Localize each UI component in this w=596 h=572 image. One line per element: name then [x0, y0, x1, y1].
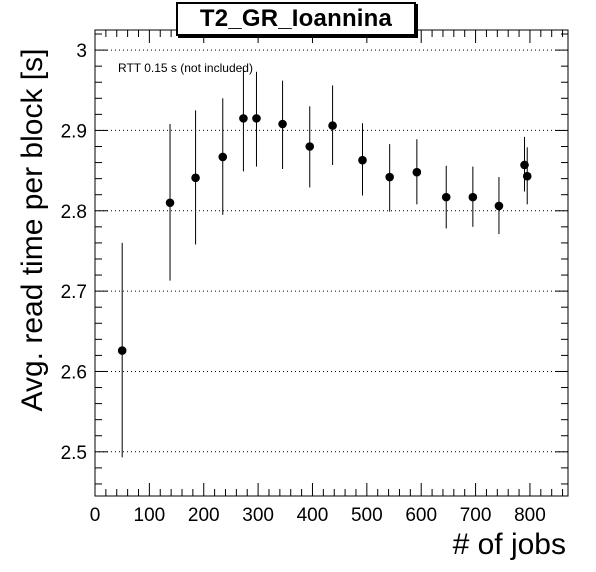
data-point-group	[441, 165, 451, 229]
data-point-group	[412, 139, 422, 205]
data-point	[441, 192, 451, 202]
data-point-group	[520, 136, 529, 192]
x-tick-label: 600	[405, 505, 437, 526]
data-point	[358, 155, 367, 165]
data-point	[522, 171, 532, 181]
data-point-group	[239, 67, 248, 172]
data-point-group	[385, 144, 394, 212]
data-point	[278, 119, 287, 129]
plot-frame	[94, 29, 569, 497]
data-points	[117, 67, 532, 458]
tick-labels: 0 100 200 300 400 500 600 700 800 2.5 2.6 2.7 2.8 2.9…	[61, 41, 546, 526]
data-point-group	[278, 80, 287, 169]
y-tick-label: 2.8	[61, 202, 87, 223]
chart-title: T2_GR_Ioannina	[176, 2, 416, 36]
data-point-group	[252, 71, 261, 167]
y-axis-label: Avg. read time per block [s]	[16, 48, 49, 412]
data-point-group	[165, 124, 175, 281]
y-tick-label: 2.7	[61, 282, 87, 303]
rtt-annotation: RTT 0.15 s (not included)	[118, 61, 253, 75]
x-tick-label: 0	[90, 505, 101, 526]
axis-ticks	[94, 30, 568, 496]
x-tick-label: 800	[514, 505, 546, 526]
grid-lines	[95, 49, 568, 453]
axes-frame	[94, 29, 569, 497]
data-point	[191, 173, 200, 183]
x-tick-label: 400	[297, 505, 329, 526]
data-point	[385, 172, 394, 182]
data-point-group	[494, 177, 504, 235]
y-tick-label: 2.6	[61, 362, 87, 383]
x-tick-label: 500	[351, 505, 383, 526]
y-tick-label: 2.5	[61, 443, 87, 464]
data-point-group	[522, 147, 532, 205]
x-tick-label: 700	[460, 505, 492, 526]
data-point	[239, 114, 248, 123]
x-tick-label: 300	[242, 505, 274, 526]
x-tick-label: 200	[188, 505, 220, 526]
data-point	[494, 201, 504, 211]
data-point	[520, 160, 529, 170]
data-point	[412, 167, 422, 177]
data-point-group	[305, 106, 315, 188]
data-point-group	[218, 98, 228, 215]
data-point	[218, 152, 228, 162]
data-point-group	[191, 110, 200, 245]
data-point	[252, 114, 261, 123]
x-axis-label: # of jobs	[452, 528, 566, 561]
x-tick-label: 100	[134, 505, 166, 526]
data-point	[117, 346, 127, 355]
data-point	[305, 142, 315, 151]
data-point-group	[328, 85, 337, 165]
data-point-group	[468, 166, 478, 227]
y-tick-label: 3	[76, 41, 87, 62]
data-point-group	[358, 123, 367, 196]
data-point	[165, 198, 175, 208]
y-tick-label: 2.9	[61, 121, 87, 142]
data-point-group	[117, 242, 127, 458]
data-point	[328, 121, 337, 130]
data-point	[468, 192, 478, 202]
